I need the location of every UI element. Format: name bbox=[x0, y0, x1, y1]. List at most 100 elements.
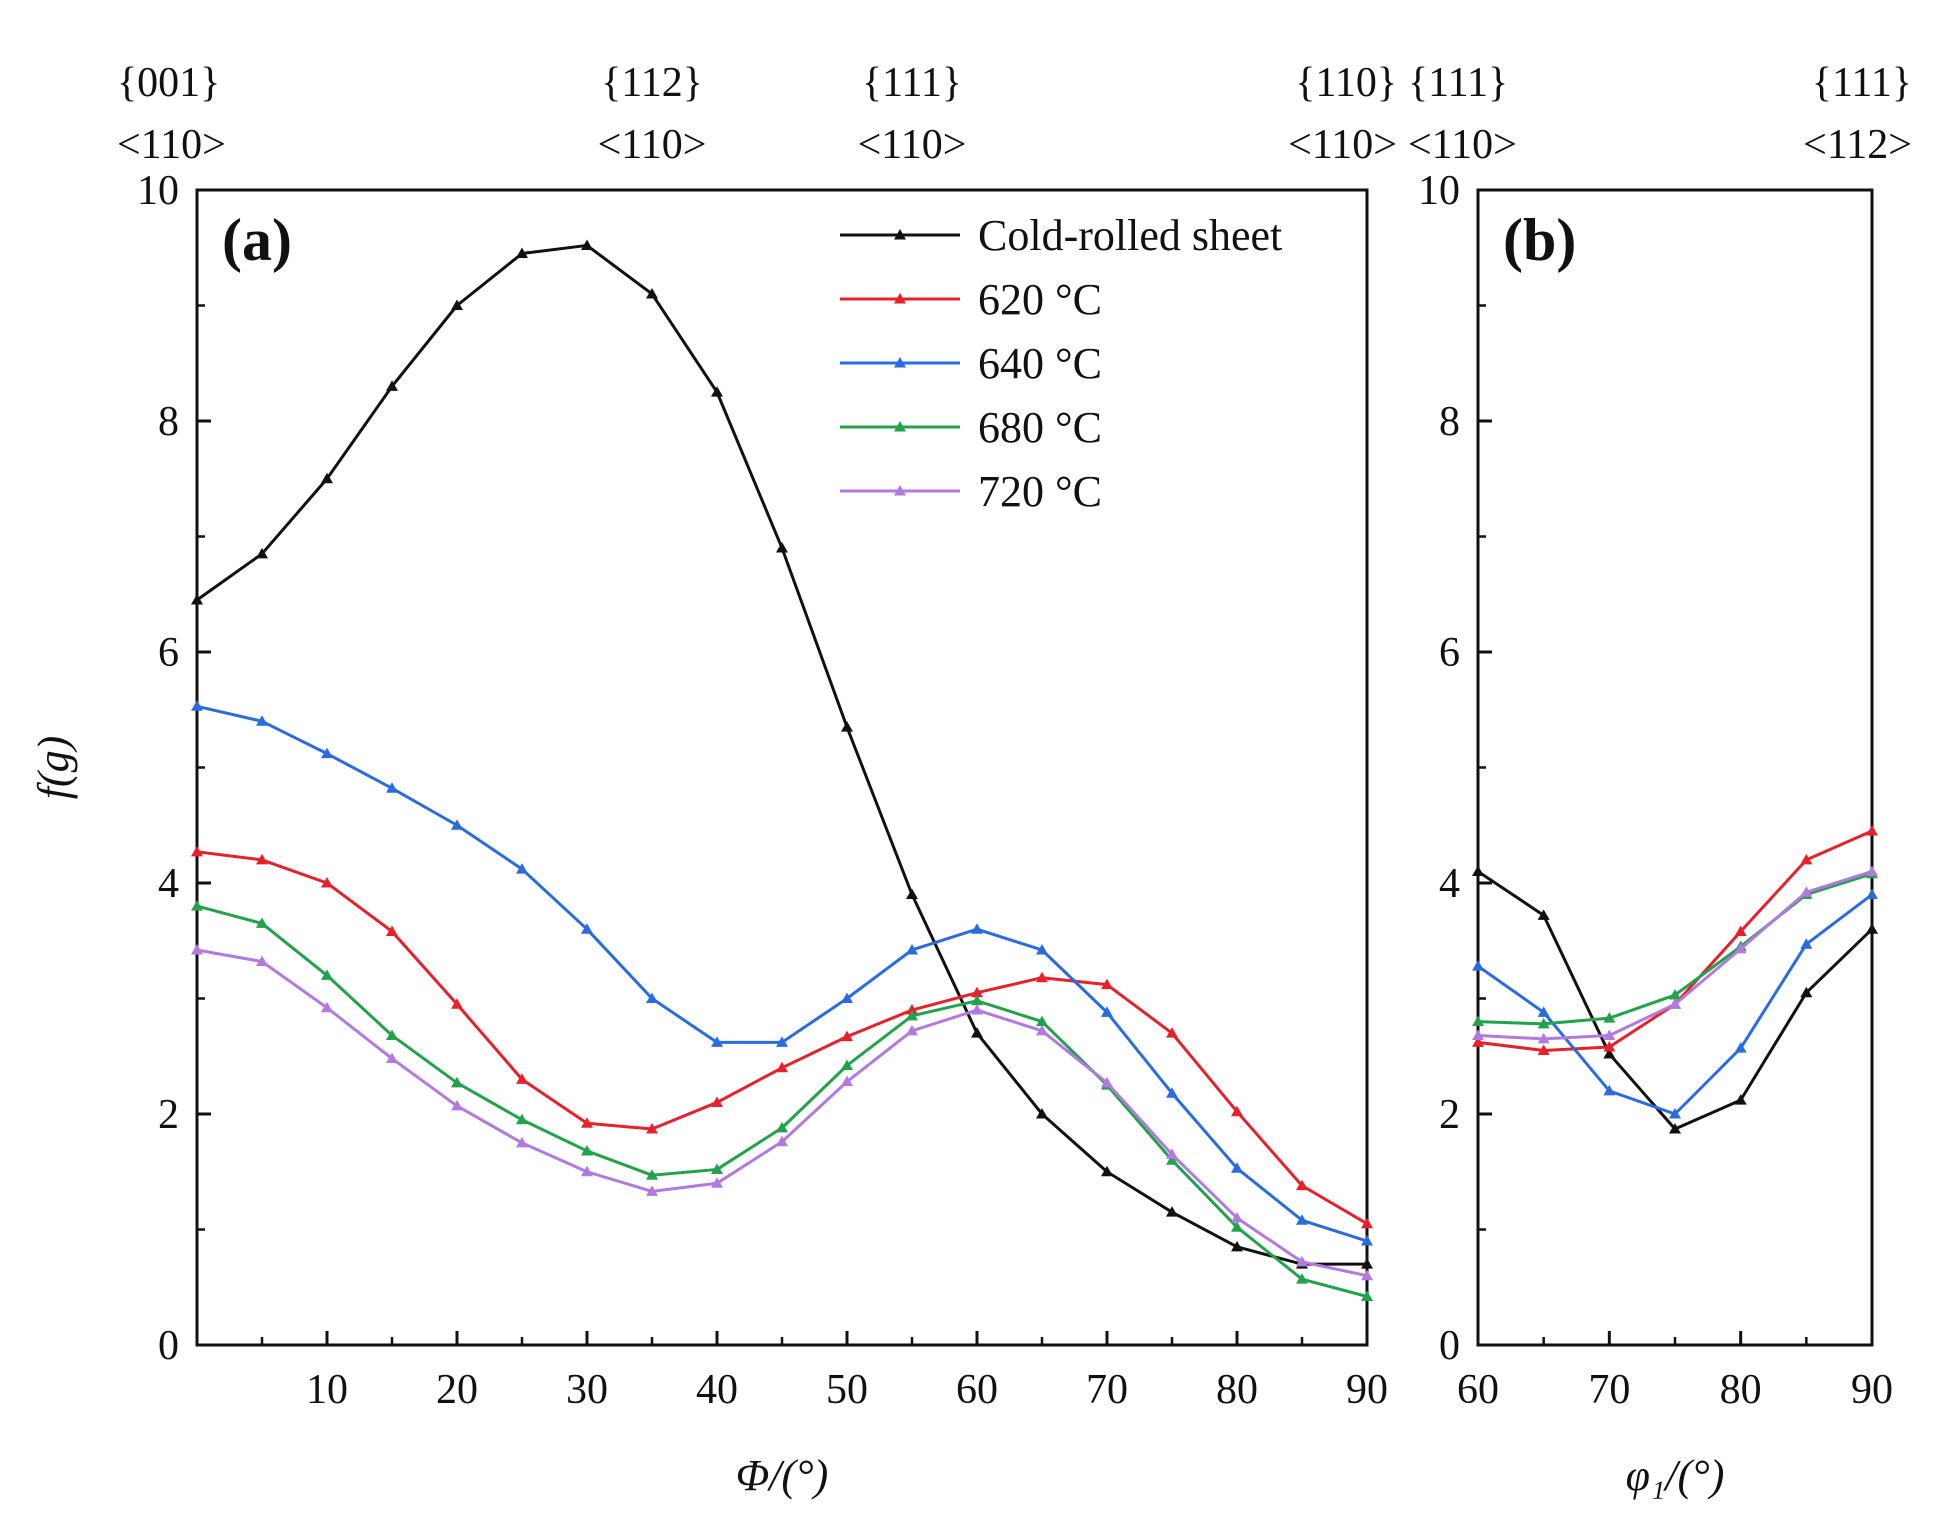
y-tick-label: 0 bbox=[1439, 1323, 1460, 1369]
data-point-640-c bbox=[451, 819, 463, 830]
data-point-680-c bbox=[451, 1076, 463, 1088]
texture-plane-label: {111} bbox=[1408, 60, 1508, 106]
data-point-640-c bbox=[1361, 1235, 1373, 1246]
data-point-640-c bbox=[191, 700, 203, 711]
data-point-cold-rolled-sheet bbox=[1603, 1047, 1616, 1059]
x-tick-label: 50 bbox=[826, 1367, 868, 1413]
data-point-720-c bbox=[581, 1165, 593, 1177]
texture-plane-label: {111} bbox=[1812, 60, 1912, 106]
x-axis-label-a: Φ/(°) bbox=[736, 1451, 829, 1500]
data-point-680-c bbox=[386, 1029, 398, 1040]
data-point-620-c bbox=[1231, 1105, 1243, 1117]
data-point-620-c bbox=[776, 1061, 788, 1073]
data-point-720-c bbox=[841, 1075, 853, 1087]
series-line-640-c bbox=[196, 704, 1368, 1243]
legend-label-640-c: 640 °C bbox=[978, 339, 1102, 388]
data-point-cold-rolled-sheet bbox=[1866, 923, 1878, 934]
data-point-640-c bbox=[1036, 943, 1048, 955]
data-point-620-c bbox=[581, 1117, 593, 1128]
data-point-640-c bbox=[1669, 1108, 1681, 1119]
legend-label-720-c: 720 °C bbox=[978, 467, 1102, 516]
y-tick-label: 2 bbox=[158, 1092, 179, 1138]
data-point-680-c bbox=[711, 1163, 723, 1174]
data-point-620-c bbox=[1866, 825, 1878, 836]
x-tick-label: 90 bbox=[1851, 1367, 1893, 1413]
data-point-620-c bbox=[516, 1073, 528, 1084]
data-point-640-c bbox=[906, 943, 918, 955]
data-point-640-c bbox=[1296, 1214, 1308, 1225]
data-point-720-c bbox=[906, 1024, 918, 1036]
data-point-720-c bbox=[776, 1135, 788, 1147]
data-point-cold-rolled-sheet bbox=[1800, 986, 1813, 998]
data-point-640-c bbox=[711, 1036, 723, 1047]
data-point-640-c bbox=[1537, 1006, 1550, 1017]
data-point-640-c bbox=[256, 715, 268, 726]
data-point-620-c bbox=[1603, 1041, 1616, 1052]
x-tick-label: 40 bbox=[696, 1367, 738, 1413]
x-tick-label: 60 bbox=[1457, 1367, 1499, 1413]
x-tick-label: 30 bbox=[566, 1367, 608, 1413]
data-point-620-c bbox=[1361, 1217, 1373, 1229]
data-point-620-c bbox=[971, 986, 983, 998]
data-point-640-c bbox=[1101, 1006, 1113, 1017]
data-point-720-c bbox=[1537, 1032, 1550, 1044]
data-point-640-c bbox=[516, 863, 528, 874]
data-point-680-c bbox=[1361, 1290, 1373, 1301]
legend-label-620-c: 620 °C bbox=[978, 275, 1102, 324]
data-point-cold-rolled-sheet bbox=[1101, 1165, 1113, 1177]
data-point-620-c bbox=[1472, 1036, 1484, 1047]
data-point-620-c bbox=[256, 853, 268, 865]
data-point-720-c bbox=[451, 1099, 463, 1111]
data-point-720-c bbox=[971, 1004, 983, 1015]
data-point-640-c bbox=[386, 782, 398, 793]
data-point-720-c bbox=[516, 1136, 528, 1148]
texture-labels-a: {001} <110> {112} <110> {111} <110> {110} <110> bbox=[117, 60, 1397, 168]
texture-plane-label: {110} bbox=[1295, 60, 1397, 106]
data-point-cold-rolled-sheet bbox=[1036, 1108, 1048, 1119]
data-point-680-c bbox=[776, 1121, 788, 1133]
data-point-cold-rolled-sheet bbox=[776, 542, 788, 553]
texture-direction-label: <110> bbox=[858, 122, 967, 168]
series-line-cold-rolled-sheet bbox=[196, 243, 1367, 1266]
data-point-cold-rolled-sheet bbox=[841, 721, 853, 732]
data-point-680-c bbox=[646, 1169, 658, 1180]
plot-frame-b bbox=[1476, 188, 1874, 1347]
x-tick-label: 60 bbox=[956, 1367, 998, 1413]
texture-direction-label: <110> bbox=[1288, 122, 1397, 168]
data-point-720-c bbox=[646, 1185, 658, 1196]
series-line-680-c bbox=[196, 904, 1368, 1298]
data-point-cold-rolled-sheet bbox=[1734, 1094, 1747, 1105]
y-tick-label: 10 bbox=[137, 168, 179, 214]
y-tick-label: 6 bbox=[1439, 630, 1460, 676]
data-point-620-c bbox=[646, 1123, 658, 1134]
texture-plane-label: {111} bbox=[862, 60, 962, 106]
legend-marker-620-c bbox=[894, 293, 906, 304]
x-tick-label: 70 bbox=[1086, 1367, 1128, 1413]
data-point-720-c bbox=[1101, 1076, 1113, 1088]
data-point-640-c bbox=[971, 923, 983, 934]
data-point-cold-rolled-sheet bbox=[1166, 1206, 1178, 1217]
data-point-620-c bbox=[1101, 978, 1113, 990]
legend-marker-720-c bbox=[894, 485, 906, 496]
data-point-720-c bbox=[386, 1052, 398, 1064]
legend: Cold-rolled sheet 620 °C 640 °C 680 °C 720 °… bbox=[840, 211, 1282, 516]
data-point-680-c bbox=[906, 1009, 918, 1021]
data-point-680-c bbox=[1231, 1221, 1243, 1232]
data-point-cold-rolled-sheet bbox=[1472, 865, 1484, 876]
legend-marker-640-c bbox=[894, 357, 906, 368]
data-point-680-c bbox=[516, 1113, 528, 1125]
data-point-720-c bbox=[1734, 942, 1747, 954]
data-point-cold-rolled-sheet bbox=[1361, 1258, 1373, 1269]
data-point-cold-rolled-sheet bbox=[1537, 909, 1550, 920]
data-point-680-c bbox=[1669, 989, 1681, 1000]
data-point-680-c bbox=[1036, 1015, 1048, 1027]
data-point-620-c bbox=[1296, 1179, 1308, 1191]
data-point-720-c bbox=[1800, 886, 1813, 897]
data-point-640-c bbox=[1603, 1084, 1616, 1096]
panel-label-a: (a) bbox=[222, 207, 292, 273]
texture-direction-label: <110> bbox=[598, 122, 707, 168]
data-point-620-c bbox=[386, 925, 398, 937]
x-tick-label: 80 bbox=[1720, 1367, 1762, 1413]
data-point-680-c bbox=[581, 1144, 593, 1156]
